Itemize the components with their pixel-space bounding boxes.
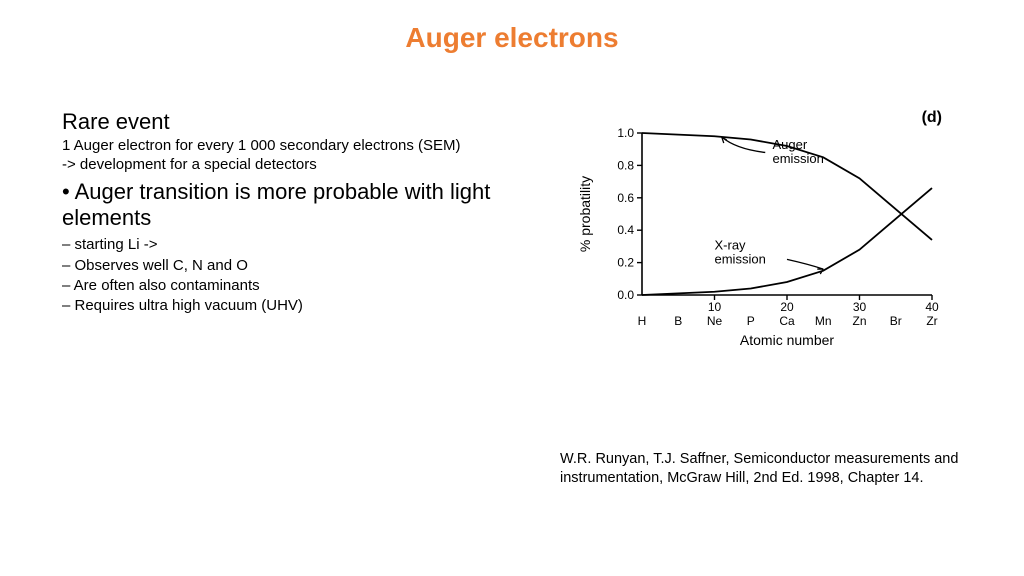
svg-text:Zr: Zr <box>926 314 937 328</box>
svg-text:emission: emission <box>715 252 766 267</box>
svg-text:H: H <box>638 314 647 328</box>
probability-chart: (d) 0.0 0.2 0.4 0.6 0.8 1.0 10 20 30 40 H B Ne P Ca Mn Z… <box>572 109 952 349</box>
svg-text:Ca: Ca <box>779 314 795 328</box>
svg-text:0.6: 0.6 <box>617 191 634 205</box>
left-column: Rare event 1 Auger electron for every 1 … <box>62 109 502 349</box>
panel-label: (d) <box>922 109 942 127</box>
content-row: Rare event 1 Auger electron for every 1 … <box>0 109 1024 349</box>
svg-text:20: 20 <box>780 300 794 314</box>
sub-item-2: – Observes well C, N and O <box>62 256 502 276</box>
svg-text:B: B <box>674 314 682 328</box>
svg-text:1.0: 1.0 <box>617 126 634 140</box>
rare-event-heading: Rare event <box>62 109 502 135</box>
svg-text:Zn: Zn <box>852 314 866 328</box>
svg-text:P: P <box>747 314 755 328</box>
svg-text:30: 30 <box>853 300 867 314</box>
svg-text:0.0: 0.0 <box>617 288 634 302</box>
chart-svg: 0.0 0.2 0.4 0.6 0.8 1.0 10 20 30 40 H B Ne P Ca Mn Zn Br Z… <box>572 109 952 349</box>
svg-text:0.4: 0.4 <box>617 223 634 237</box>
svg-text:Atomic number: Atomic number <box>740 332 834 348</box>
body-line-2: -> development for a special detectors <box>62 156 502 175</box>
svg-text:% probatility: % probatility <box>577 176 593 252</box>
svg-text:emission: emission <box>773 151 824 166</box>
sub-item-3: – Are often also contaminants <box>62 276 502 296</box>
svg-text:0.8: 0.8 <box>617 158 634 172</box>
slide-title: Auger electrons <box>0 0 1024 54</box>
body-line-1: 1 Auger electron for every 1 000 seconda… <box>62 137 502 156</box>
sub-bullet-list: – starting Li -> – Observes well C, N an… <box>62 235 502 316</box>
svg-text:Auger: Auger <box>773 137 808 152</box>
citation-text: W.R. Runyan, T.J. Saffner, Semiconductor… <box>560 450 980 488</box>
svg-text:0.2: 0.2 <box>617 256 634 270</box>
right-column: (d) 0.0 0.2 0.4 0.6 0.8 1.0 10 20 30 40 H B Ne P Ca Mn Z… <box>532 109 974 349</box>
svg-text:X-ray: X-ray <box>715 238 747 253</box>
main-bullet: • Auger transition is more probable with… <box>62 179 502 232</box>
sub-item-1: – starting Li -> <box>62 235 502 255</box>
svg-text:Mn: Mn <box>815 314 832 328</box>
svg-text:10: 10 <box>708 300 722 314</box>
svg-text:Br: Br <box>890 314 902 328</box>
sub-item-4: – Requires ultra high vacuum (UHV) <box>62 296 502 316</box>
svg-text:40: 40 <box>925 300 939 314</box>
svg-text:Ne: Ne <box>707 314 723 328</box>
